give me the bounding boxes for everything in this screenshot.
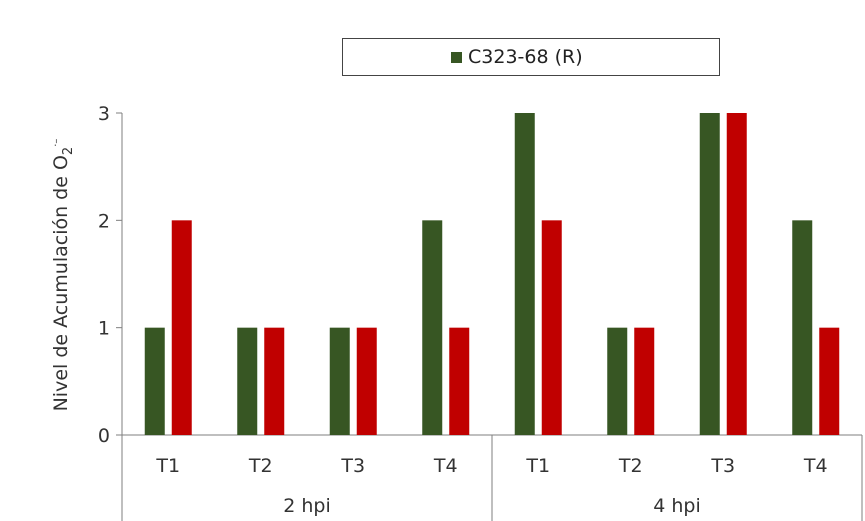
y-axis-title: Nivel de Acumulación de O2·–	[50, 139, 76, 412]
legend-label-series-1: C323-68 (R)	[468, 46, 583, 68]
bar-series-1-8	[792, 220, 813, 435]
x-tick-label: T3	[710, 455, 735, 477]
bar-series-2-5	[541, 220, 562, 435]
x-tick-label: T1	[525, 455, 550, 477]
y-tick-label: 0	[98, 425, 110, 447]
y-tick-label: 1	[98, 318, 110, 340]
y-tick-label: 2	[98, 210, 110, 232]
y-axis-title-text: Nivel de Acumulación de O2·–	[50, 139, 76, 412]
legend: C323-68 (R)	[342, 38, 720, 76]
bar-series-1-7	[699, 113, 720, 435]
x-tick-label: T3	[340, 455, 365, 477]
x-tick-label: T4	[433, 455, 458, 477]
bar-series-1-3	[329, 327, 350, 435]
bar-series-2-4	[449, 327, 470, 435]
bar-series-2-7	[726, 113, 747, 435]
bar-series-2-8	[819, 327, 840, 435]
y-axis-title-superscript: ·–	[51, 139, 62, 147]
bar-series-2-2	[264, 327, 285, 435]
x-tick-label: T1	[155, 455, 180, 477]
x-tick-label: T2	[618, 455, 643, 477]
bar-series-1-4	[422, 220, 443, 435]
x-tick-label: T4	[803, 455, 828, 477]
bar-series-1-5	[514, 113, 535, 435]
x-tick-label: T2	[248, 455, 273, 477]
bar-series-1-2	[237, 327, 258, 435]
bar-series-1-1	[144, 327, 165, 435]
y-tick-label: 3	[98, 103, 110, 125]
bar-series-1-6	[607, 327, 628, 435]
y-axis-title-subscript: 2	[61, 147, 76, 155]
bar-series-2-3	[356, 327, 377, 435]
legend-swatch-series-1	[451, 51, 462, 63]
bar-series-2-6	[634, 327, 655, 435]
group-label: 4 hpi	[653, 495, 701, 517]
group-label: 2 hpi	[283, 495, 331, 517]
bar-series-2-1	[171, 220, 192, 435]
